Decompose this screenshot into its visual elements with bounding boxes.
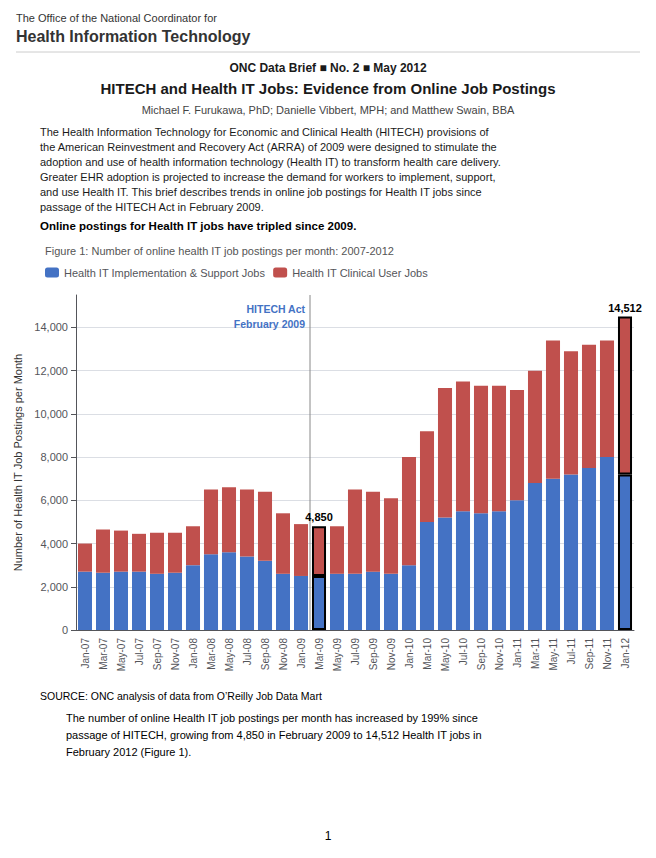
- svg-text:Michael F. Furukawa, PhD; Dani: Michael F. Furukawa, PhD; Danielle Vibbe…: [142, 104, 515, 116]
- svg-text:February 2012 (Figure 1).: February 2012 (Figure 1).: [66, 746, 191, 758]
- svg-text:passage of the HITECH Act in F: passage of the HITECH Act in February 20…: [40, 201, 264, 213]
- svg-text:May-10: May-10: [440, 638, 451, 672]
- svg-text:Mar-07: Mar-07: [98, 638, 109, 670]
- svg-text:Jul-07: Jul-07: [134, 638, 145, 666]
- svg-text:8,000: 8,000: [40, 451, 68, 463]
- svg-text:2,000: 2,000: [40, 581, 68, 593]
- svg-text:May-07: May-07: [116, 638, 127, 672]
- svg-text:Health IT Implementation & Sup: Health IT Implementation & Support Jobs: [64, 267, 265, 279]
- svg-text:Number of Health IT Job Postin: Number of Health IT Job Postings per Mon…: [12, 354, 24, 571]
- svg-text:Jul-08: Jul-08: [242, 638, 253, 666]
- svg-text:Sep-08: Sep-08: [260, 638, 271, 671]
- svg-text:Mar-08: Mar-08: [206, 638, 217, 670]
- svg-text:Greater EHR adoption is projec: Greater EHR adoption is projected to inc…: [40, 171, 496, 183]
- svg-text:May-11: May-11: [548, 638, 559, 671]
- svg-text:Sep-11: Sep-11: [584, 638, 595, 670]
- svg-text:Jan-07: Jan-07: [80, 638, 91, 669]
- svg-text:Online postings for Health IT: Online postings for Health IT jobs have …: [40, 220, 356, 232]
- svg-text:4,850: 4,850: [305, 511, 333, 523]
- svg-text:Jul-11: Jul-11: [566, 638, 577, 665]
- svg-text:Nov-11: Nov-11: [602, 638, 613, 670]
- svg-text:4,000: 4,000: [40, 538, 68, 550]
- svg-text:Sep-10: Sep-10: [476, 638, 487, 671]
- svg-text:Mar-11: Mar-11: [530, 638, 541, 669]
- svg-text:14,512: 14,512: [608, 302, 642, 314]
- svg-text:Nov-08: Nov-08: [278, 638, 289, 671]
- svg-text:Jan-08: Jan-08: [188, 638, 199, 669]
- svg-text:HITECH Act: HITECH Act: [246, 303, 305, 315]
- svg-text:14,000: 14,000: [34, 321, 68, 333]
- svg-text:SOURCE: ONC analysis of data f: SOURCE: ONC analysis of data from O’Reil…: [40, 690, 322, 702]
- svg-text:The Office of the National Coo: The Office of the National Coordinator f…: [16, 12, 217, 24]
- svg-text:Mar-10: Mar-10: [422, 638, 433, 670]
- svg-text:ONC Data Brief ■ No. 2 ■ May 2: ONC Data Brief ■ No. 2 ■ May 2012: [229, 61, 427, 75]
- svg-text:Nov-07: Nov-07: [170, 638, 181, 671]
- svg-text:0: 0: [62, 624, 68, 636]
- svg-text:Sep-09: Sep-09: [368, 638, 379, 671]
- svg-text:February 2009: February 2009: [234, 318, 305, 330]
- svg-text:Jul-10: Jul-10: [458, 638, 469, 666]
- svg-text:10,000: 10,000: [34, 408, 68, 420]
- svg-text:Nov-10: Nov-10: [494, 638, 505, 671]
- svg-text:Jan-09: Jan-09: [296, 638, 307, 669]
- svg-text:The number of online Health IT: The number of online Health IT job posti…: [66, 712, 478, 724]
- svg-text:adoption and use of health inf: adoption and use of health information t…: [40, 156, 501, 168]
- svg-text:The Health Information Technol: The Health Information Technology for Ec…: [40, 126, 489, 138]
- svg-text:Jul-09: Jul-09: [350, 638, 361, 666]
- svg-text:Figure 1: Number of online hea: Figure 1: Number of online health IT job…: [45, 245, 394, 257]
- svg-text:1: 1: [325, 829, 332, 843]
- svg-text:the American Reinvestment and: the American Reinvestment and Recovery A…: [40, 141, 497, 153]
- svg-text:Nov-09: Nov-09: [386, 638, 397, 671]
- svg-text:12,000: 12,000: [34, 365, 68, 377]
- svg-text:Jan-12: Jan-12: [620, 638, 631, 669]
- svg-text:Health Information Technology: Health Information Technology: [16, 28, 250, 45]
- svg-text:Sep-07: Sep-07: [152, 638, 163, 671]
- svg-text:May-08: May-08: [224, 638, 235, 672]
- svg-text:and use Health IT. This brief: and use Health IT. This brief describes …: [40, 186, 482, 198]
- svg-text:passage of HITECH, growing fro: passage of HITECH, growing from 4,850 in…: [66, 729, 482, 741]
- svg-text:HITECH and Health IT Jobs: Evi: HITECH and Health IT Jobs: Evidence from…: [100, 80, 555, 97]
- svg-text:Mar-09: Mar-09: [314, 638, 325, 670]
- svg-text:Jan-10: Jan-10: [404, 638, 415, 669]
- svg-text:6,000: 6,000: [40, 494, 68, 506]
- svg-text:May-09: May-09: [332, 638, 343, 672]
- svg-text:Jan-11: Jan-11: [512, 638, 523, 668]
- svg-text:Health IT Clinical User Jobs: Health IT Clinical User Jobs: [292, 267, 428, 279]
